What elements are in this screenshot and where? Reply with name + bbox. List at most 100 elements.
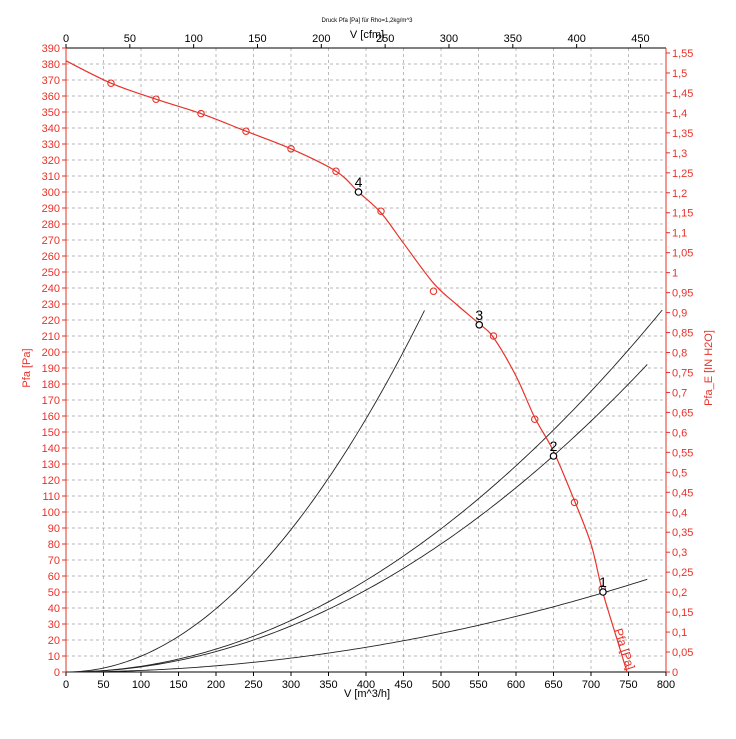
curves xyxy=(65,60,663,673)
y2-tick-label: 0,35 xyxy=(672,527,693,539)
y2-tick-label: 0,2 xyxy=(672,587,687,599)
y2-tick-label: 1,35 xyxy=(672,128,693,140)
fan-curve-marker xyxy=(570,498,579,507)
y2-tick-label: 1,45 xyxy=(672,88,693,100)
y2-tick-label: 0,3 xyxy=(672,547,687,559)
y2-tick-label: 0,25 xyxy=(672,567,693,579)
y-tick-label: 160 xyxy=(42,411,60,423)
y-tick-label: 340 xyxy=(42,123,60,135)
y-tick-label: 190 xyxy=(42,363,60,375)
y2-tick-label: 1,05 xyxy=(672,248,693,260)
y2-tick-label: 1,5 xyxy=(672,68,687,80)
y-tick-label: 300 xyxy=(42,187,60,199)
y-tick-label: 110 xyxy=(42,491,60,503)
y2-tick-label: 0,95 xyxy=(672,288,693,300)
x2-tick-label: 0 xyxy=(63,33,69,45)
x2-tick-label: 400 xyxy=(567,33,585,45)
y2-tick-label: 0,05 xyxy=(672,647,693,659)
fan-curve-marker xyxy=(107,79,115,87)
y2-tick-label: 1,55 xyxy=(672,48,693,60)
y-tick-label: 80 xyxy=(48,539,60,551)
y-tick-label: 320 xyxy=(42,155,60,167)
chart-title: Druck Pfa [Pa] für Rho=1,2kg/m^3 xyxy=(321,18,413,24)
y-tick-label: 70 xyxy=(48,555,60,567)
x-tick-label: 450 xyxy=(394,679,412,691)
system-curve xyxy=(65,364,648,673)
x-tick-label: 800 xyxy=(657,679,675,691)
y-tick-label: 280 xyxy=(42,219,60,231)
y2-tick-label: 1,25 xyxy=(672,168,693,180)
x-tick-label: 600 xyxy=(507,679,525,691)
x2-tick-label: 350 xyxy=(504,33,522,45)
x-tick-label: 0 xyxy=(63,679,69,691)
x-tick-label: 400 xyxy=(357,679,375,691)
y2-tick-label: 1,1 xyxy=(672,228,687,240)
x2-tick-label: 200 xyxy=(312,33,330,45)
operating-point-marker xyxy=(354,188,363,196)
x2-tick-label: 450 xyxy=(631,33,649,45)
y-tick-label: 260 xyxy=(42,251,60,263)
y-tick-label: 310 xyxy=(42,171,60,183)
x2-tick-label: 150 xyxy=(248,33,266,45)
y-tick-label: 120 xyxy=(42,475,60,487)
fan-curve-marker xyxy=(287,145,295,153)
fan-curve-marker xyxy=(152,95,160,103)
y2-tick-label: 1,4 xyxy=(672,108,687,120)
y-tick-label: 130 xyxy=(42,459,60,471)
x-axis-label: V [m^3/h] xyxy=(344,688,390,700)
x2-tick-label: 50 xyxy=(124,33,136,45)
y2-tick-label: 0,55 xyxy=(672,447,693,459)
y2-tick-label: 0,6 xyxy=(672,427,687,439)
y-tick-label: 380 xyxy=(42,59,60,71)
y2-tick-label: 0,4 xyxy=(672,507,687,519)
y-tick-label: 210 xyxy=(42,331,60,343)
y-tick-label: 330 xyxy=(42,139,60,151)
y-tick-label: 90 xyxy=(48,523,60,535)
y-tick-label: 390 xyxy=(42,43,60,55)
y-tick-label: 30 xyxy=(48,619,60,631)
system-curve xyxy=(66,578,648,673)
fan-curve-marker xyxy=(242,127,250,135)
y-tick-label: 230 xyxy=(42,299,60,311)
x-tick-label: 150 xyxy=(169,679,187,691)
y-tick-label: 370 xyxy=(42,75,60,87)
y2-tick-label: 0 xyxy=(672,667,678,679)
x-tick-label: 50 xyxy=(97,679,109,691)
y-tick-label: 140 xyxy=(42,443,60,455)
y2-tick-label: 0,8 xyxy=(672,348,687,360)
fan-curve-marker xyxy=(530,415,539,423)
y2-tick-label: 0,45 xyxy=(672,487,693,499)
fan-curve-marker xyxy=(489,332,498,340)
operating-point-label: 4 xyxy=(355,174,363,190)
y2-tick-label: 1,3 xyxy=(672,148,687,160)
y-tick-label: 20 xyxy=(48,635,60,647)
x-tick-label: 200 xyxy=(207,679,225,691)
y-tick-label: 200 xyxy=(42,347,60,359)
y2-tick-label: 0,75 xyxy=(672,367,693,379)
operating-point-marker xyxy=(599,588,607,596)
fan-curve-marker xyxy=(377,207,385,215)
fan-curve-marker xyxy=(332,167,340,175)
x-tick-label: 650 xyxy=(544,679,562,691)
y-tick-label: 50 xyxy=(48,587,60,599)
y2-tick-label: 0,5 xyxy=(672,467,687,479)
y-tick-label: 150 xyxy=(42,427,60,439)
system-curve xyxy=(65,310,425,673)
x-tick-label: 100 xyxy=(132,679,150,691)
y-tick-label: 40 xyxy=(48,603,60,615)
y-tick-label: 60 xyxy=(48,571,60,583)
system-curve xyxy=(65,309,663,673)
operating-point-marker xyxy=(549,452,558,460)
y-tick-label: 350 xyxy=(42,107,60,119)
y2-tick-label: 0,7 xyxy=(672,387,687,399)
operating-point-label: 1 xyxy=(599,574,607,590)
y2-tick-label: 0,1 xyxy=(672,627,687,639)
y-tick-label: 250 xyxy=(42,267,60,279)
y-tick-label: 180 xyxy=(42,379,60,391)
x-tick-label: 250 xyxy=(244,679,262,691)
y-tick-label: 10 xyxy=(48,651,60,663)
y2-tick-label: 0,65 xyxy=(672,407,693,419)
x-tick-label: 300 xyxy=(282,679,300,691)
axes: 0 50 100 150 200 250 300 350 400 450 500 550 600 650 7… xyxy=(42,33,694,691)
y2-tick-label: 1,15 xyxy=(672,208,693,220)
